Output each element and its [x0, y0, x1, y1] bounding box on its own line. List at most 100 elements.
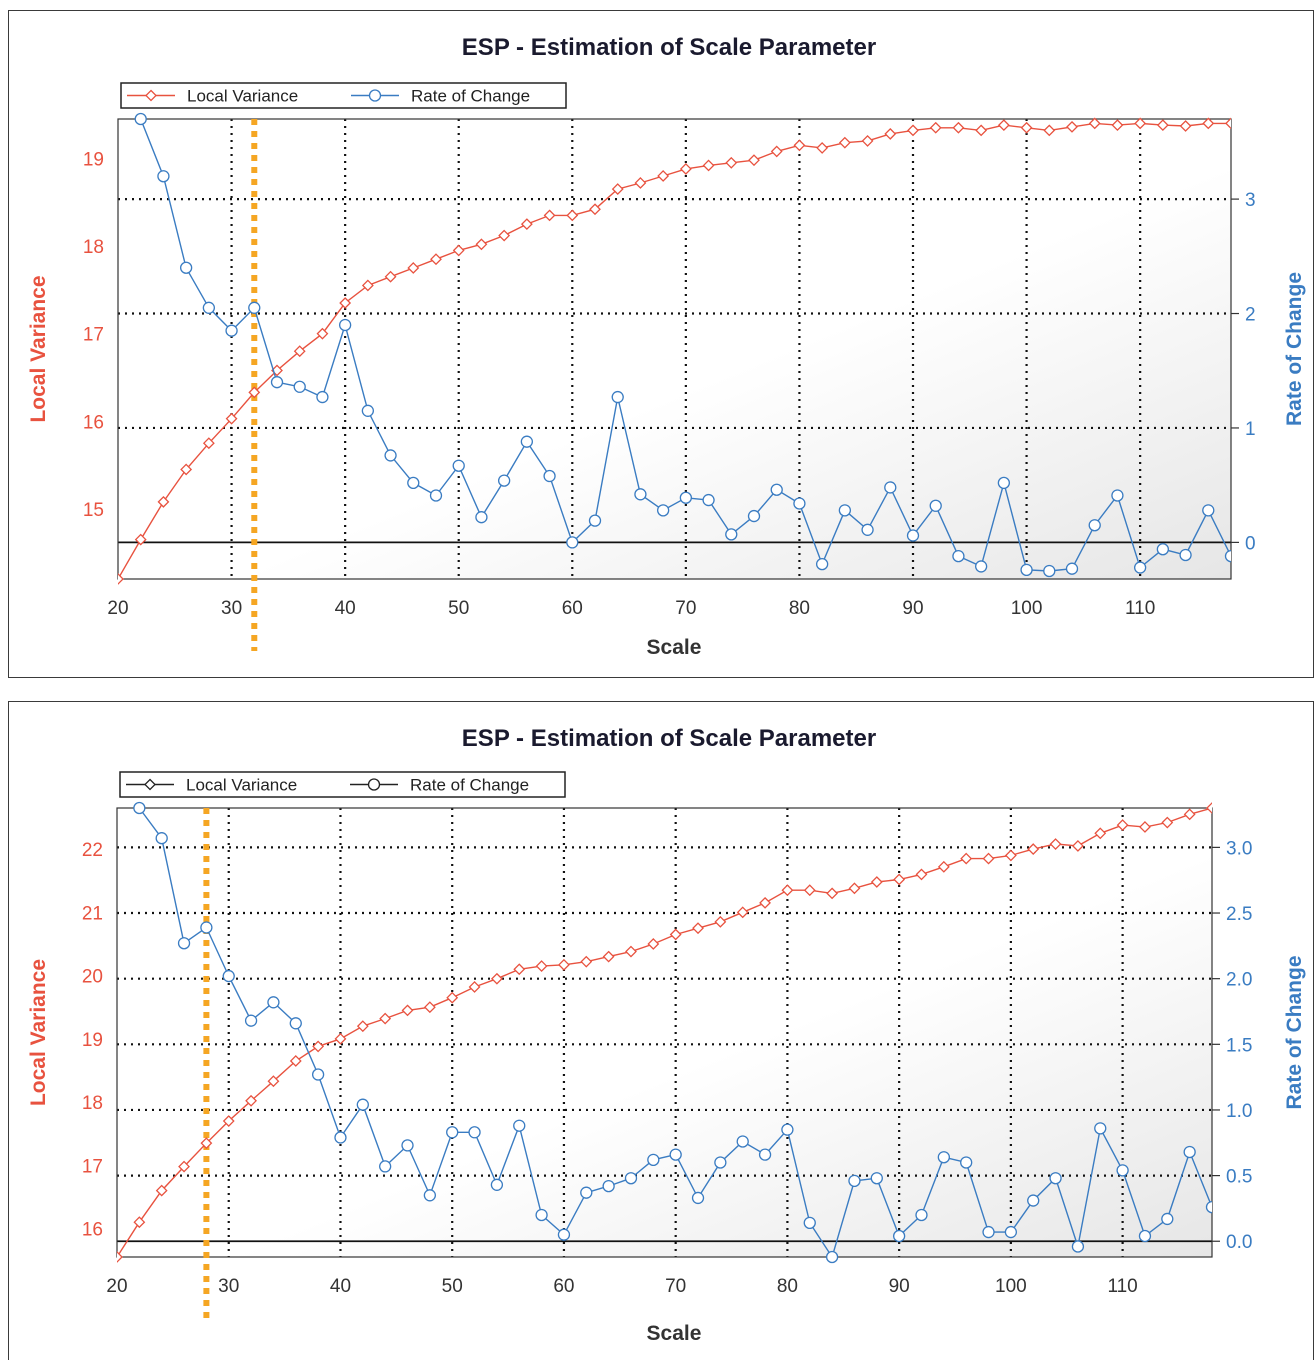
rate-of-change-point: [952, 549, 965, 563]
legend-label: Local Variance: [186, 776, 297, 795]
local-variance-point: [1020, 121, 1033, 134]
rate-of-change-point: [289, 1017, 302, 1030]
rate-of-change-point: [497, 474, 511, 487]
rate-of-change-point: [736, 1135, 749, 1148]
rate-of-change-point: [624, 1172, 638, 1185]
rate-of-change-point: [468, 1126, 481, 1139]
rate-of-change-point: [848, 1174, 861, 1188]
y-left-tick-label: 22: [82, 840, 103, 861]
rate-of-change-point: [429, 489, 443, 502]
legend-label: Local Variance: [187, 87, 298, 106]
local-variance-point: [1225, 117, 1231, 130]
local-variance-point: [245, 1094, 258, 1107]
rate-of-change-point: [669, 1148, 682, 1161]
local-variance-point: [826, 887, 839, 900]
rate-of-change-point: [793, 497, 806, 510]
local-variance-point: [611, 183, 624, 196]
x-tick-label: 30: [221, 598, 242, 619]
x-tick-label: 30: [218, 1276, 239, 1297]
rate-of-change-point: [1205, 1200, 1212, 1214]
local-variance-point: [580, 955, 593, 968]
rate-of-change-point: [490, 1178, 504, 1191]
rate-of-change-point: [747, 509, 761, 523]
x-tick-label: 90: [889, 1276, 910, 1297]
rate-of-change-point: [475, 511, 488, 524]
x-tick-label: 40: [330, 1276, 351, 1297]
x-tick-label: 40: [335, 598, 356, 619]
x-tick-label: 50: [448, 598, 469, 619]
rate-of-change-point: [361, 404, 375, 417]
local-variance-point: [1139, 821, 1151, 833]
rate-of-change-point: [133, 801, 146, 815]
local-variance-point: [180, 463, 193, 476]
rate-of-change-point: [861, 523, 874, 536]
rate-of-change-point: [1224, 549, 1231, 563]
local-variance-point: [748, 154, 760, 167]
legend-diamond-icon: [145, 89, 157, 102]
rate-of-change-point: [884, 481, 897, 494]
rate-of-change-point: [781, 1123, 794, 1136]
rate-of-change-series: [134, 112, 1231, 578]
local-variance-point: [430, 253, 442, 266]
local-variance-point: [133, 1216, 146, 1229]
rate-of-change-point: [679, 491, 693, 504]
rate-of-change-point: [452, 459, 465, 472]
rate-of-change-point: [520, 435, 534, 448]
local-variance-point: [401, 1004, 414, 1017]
local-variance-point: [475, 238, 488, 251]
y-left-tick-label: 19: [83, 149, 104, 170]
rate-of-change-point: [656, 504, 670, 517]
local-variance-point: [975, 124, 988, 137]
local-variance-point: [861, 134, 874, 147]
plot-frame: [117, 118, 1232, 580]
rate-of-change-point: [407, 476, 420, 490]
rate-of-change-point: [1202, 504, 1215, 517]
y-left-tick-label: 15: [83, 500, 104, 521]
local-variance-point: [803, 884, 816, 897]
chart-panel-2: ESP - Estimation of Scale Parameter 20 30 4…: [8, 701, 1314, 1360]
rate-of-change-point: [1138, 1229, 1152, 1243]
local-variance-point: [558, 958, 570, 971]
y-left-tick-label: 20: [82, 967, 103, 988]
y-right-tick-label: 0.5: [1226, 1167, 1252, 1188]
legend-label: Rate of Change: [411, 87, 530, 106]
local-variance-point: [1156, 119, 1169, 132]
y-left-tick-label: 21: [82, 903, 103, 924]
local-variance-point: [490, 972, 503, 985]
local-variance-point: [915, 868, 928, 881]
y-left-tick-label: 19: [82, 1030, 103, 1051]
local-variance-point: [1043, 124, 1056, 137]
rate-of-change-point: [1094, 1122, 1107, 1135]
y-left-tick-label: 16: [83, 412, 104, 433]
local-variance-point: [759, 896, 771, 909]
local-variance-point: [781, 884, 794, 897]
rate-of-change-point: [356, 1098, 369, 1111]
grid-lines: [118, 119, 1231, 579]
rate-of-change-point: [446, 1126, 459, 1139]
local-variance-point: [452, 244, 465, 257]
x-tick-label: 110: [1125, 598, 1155, 619]
rate-of-change-point: [1111, 489, 1124, 502]
rate-of-change-point: [838, 504, 852, 517]
x-tick-label: 70: [665, 1276, 686, 1297]
legend-circle-icon: [368, 89, 382, 102]
rate-of-change-point: [338, 318, 352, 332]
y-left-tick-label: 17: [83, 325, 104, 346]
y-right-tick-label: 3.0: [1226, 838, 1252, 859]
local-variance-point: [468, 981, 481, 993]
rate-of-change-point: [611, 390, 624, 404]
rate-of-change-point: [602, 1179, 615, 1193]
local-variance-point: [870, 876, 883, 888]
local-variance-point: [634, 177, 647, 189]
local-variance-point: [157, 495, 170, 508]
rate-of-change-point: [815, 557, 829, 571]
local-variance-point: [222, 1115, 235, 1127]
local-variance-point: [725, 156, 738, 169]
local-variance-point: [669, 928, 682, 941]
rate-of-change-point: [892, 1229, 906, 1243]
y-right-tick-label: 3: [1245, 190, 1256, 211]
rate-of-change-point: [714, 1156, 727, 1169]
rate-of-change-point: [244, 1014, 258, 1027]
legend-circle-icon: [367, 778, 381, 791]
y-right-tick-label: 1: [1245, 419, 1256, 440]
